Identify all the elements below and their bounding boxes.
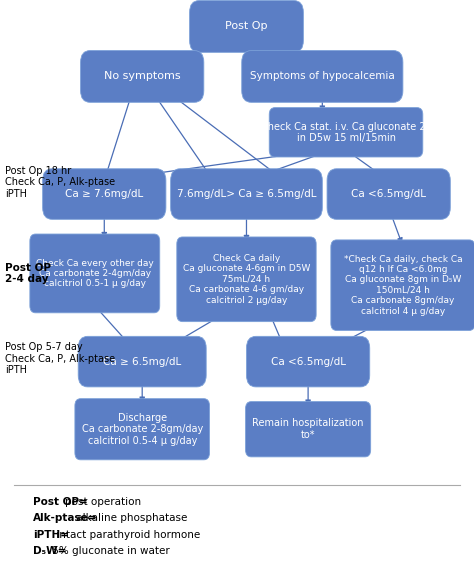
Text: Check Ca daily
Ca gluconate 4-6gm in D5W
75mL/24 h
Ca carbonate 4-6 gm/day
calci: Check Ca daily Ca gluconate 4-6gm in D5W… <box>183 254 310 305</box>
FancyBboxPatch shape <box>171 169 322 219</box>
Text: Post Op 18 hr
Check Ca, P, Alk-ptase
iPTH: Post Op 18 hr Check Ca, P, Alk-ptase iPT… <box>5 166 115 199</box>
Text: Ca <6.5mg/dL: Ca <6.5mg/dL <box>271 356 346 367</box>
Text: Remain hospitalization
to*: Remain hospitalization to* <box>252 419 364 440</box>
Text: Alk-ptase=: Alk-ptase= <box>33 513 98 523</box>
FancyBboxPatch shape <box>331 240 474 330</box>
FancyBboxPatch shape <box>81 51 204 102</box>
Text: Discharge
Ca carbonate 2-8gm/day
calcitriol 0.5-4 μ g/day: Discharge Ca carbonate 2-8gm/day calcitr… <box>82 413 203 446</box>
Text: *Check Ca daily, check Ca
q12 h If Ca <6.0mg
Ca gluconate 8gm in D₅W
150mL/24 h
: *Check Ca daily, check Ca q12 h If Ca <6… <box>344 255 462 316</box>
Text: post operation: post operation <box>65 497 142 507</box>
Text: Post OP
2-4 day: Post OP 2-4 day <box>5 263 51 284</box>
Text: Post OP=: Post OP= <box>33 497 88 507</box>
Text: intact parathyroid hormone: intact parathyroid hormone <box>54 530 201 540</box>
Text: 7.6mg/dL> Ca ≥ 6.5mg/dL: 7.6mg/dL> Ca ≥ 6.5mg/dL <box>177 189 316 199</box>
Text: No symptoms: No symptoms <box>104 71 181 82</box>
FancyBboxPatch shape <box>43 169 166 219</box>
Text: alkaline phosphatase: alkaline phosphatase <box>73 513 188 523</box>
FancyBboxPatch shape <box>78 336 206 387</box>
FancyBboxPatch shape <box>30 234 160 313</box>
FancyBboxPatch shape <box>242 51 403 102</box>
FancyBboxPatch shape <box>246 336 370 387</box>
FancyBboxPatch shape <box>177 237 316 322</box>
Text: Ca ≥ 7.6mg/dL: Ca ≥ 7.6mg/dL <box>65 189 144 199</box>
Text: Ca ≥ 6.5mg/dL: Ca ≥ 6.5mg/dL <box>103 356 182 367</box>
FancyBboxPatch shape <box>327 169 450 219</box>
Text: Post Op: Post Op <box>225 21 268 32</box>
Text: Post Op 5-7 day
Check Ca, P, Alk-ptase
iPTH: Post Op 5-7 day Check Ca, P, Alk-ptase i… <box>5 342 115 375</box>
FancyBboxPatch shape <box>269 108 423 157</box>
Text: Symptoms of hypocalcemia: Symptoms of hypocalcemia <box>250 71 395 82</box>
Text: D₅W=: D₅W= <box>33 546 66 556</box>
Text: Ca <6.5mg/dL: Ca <6.5mg/dL <box>351 189 426 199</box>
Text: Check Ca every other day
Ca carbonate 2-4gm/day
calcitriol 0.5-1 μ g/day: Check Ca every other day Ca carbonate 2-… <box>36 259 154 288</box>
Text: 5% gluconate in water: 5% gluconate in water <box>49 546 170 556</box>
Text: iPTH=: iPTH= <box>33 530 69 540</box>
FancyBboxPatch shape <box>190 1 303 52</box>
FancyBboxPatch shape <box>246 402 371 457</box>
FancyBboxPatch shape <box>75 399 210 460</box>
Text: Check Ca stat. i.v. Ca gluconate 2g
in D5w 15 ml/15min: Check Ca stat. i.v. Ca gluconate 2g in D… <box>261 122 431 143</box>
